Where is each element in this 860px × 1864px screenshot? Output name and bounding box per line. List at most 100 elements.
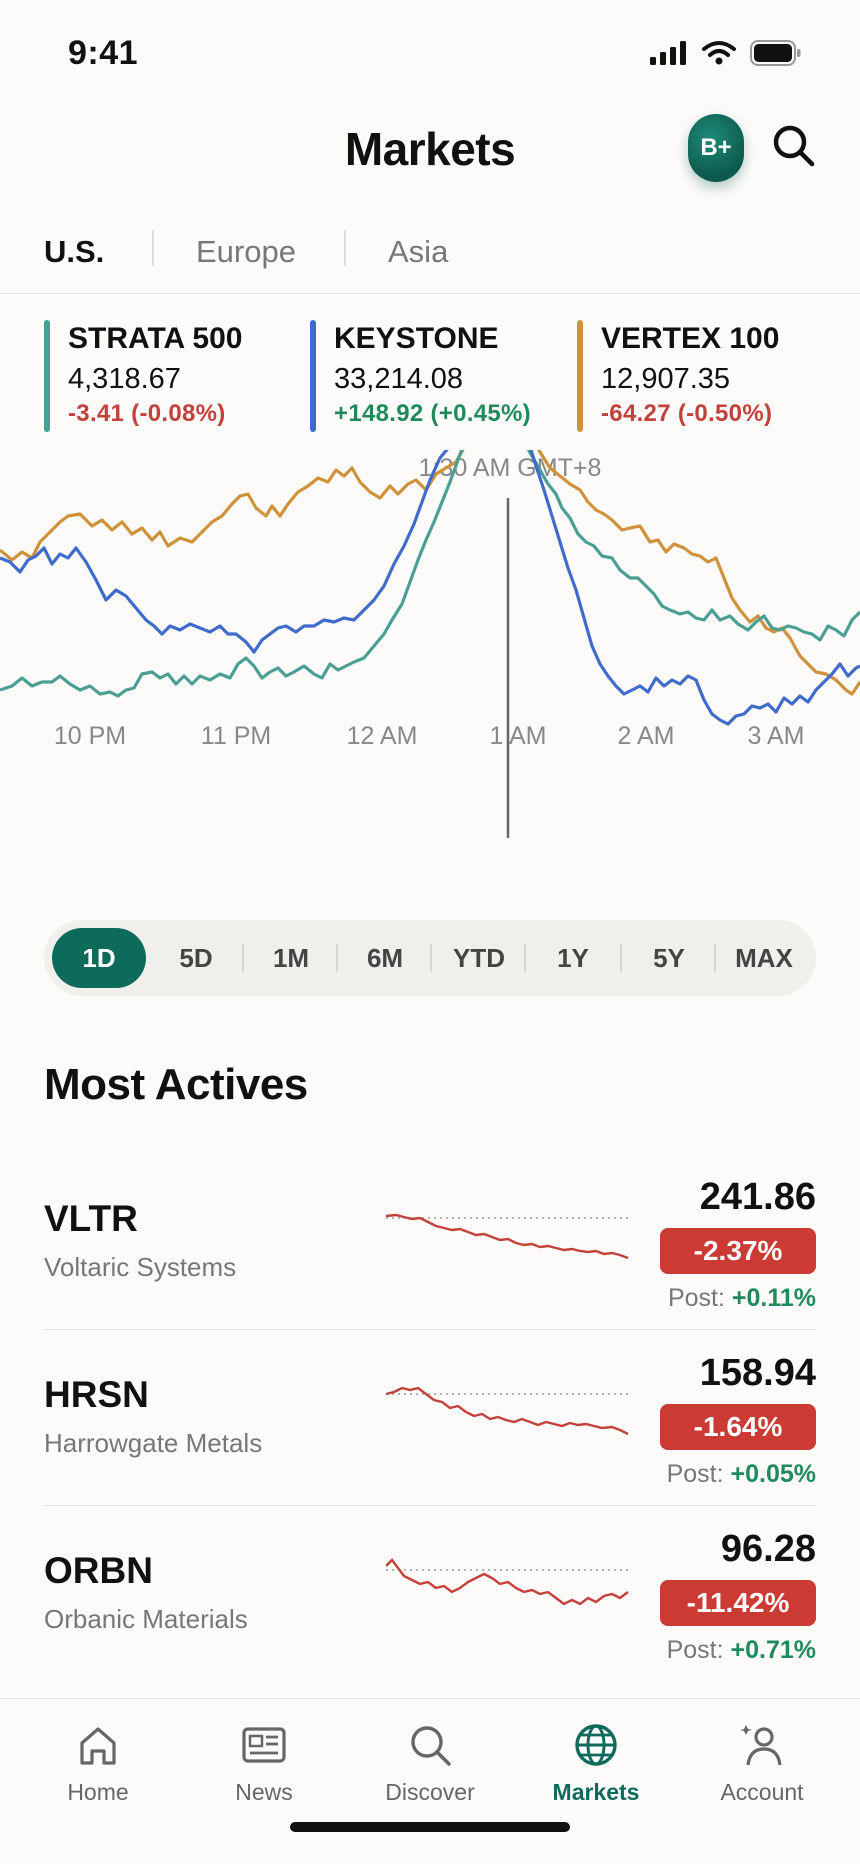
- index-change: +148.92 (+0.45%): [334, 400, 531, 427]
- time-tick-label: 10 PM: [53, 722, 127, 750]
- sparkline: [386, 1558, 629, 1606]
- index-chart[interactable]: 1:30 AM GMT+8 10 PM 11 PM 12 AM 1 AM 2 A…: [0, 450, 860, 890]
- avatar[interactable]: B+: [688, 114, 744, 182]
- sparkline: [386, 1213, 629, 1260]
- stock-ticker: VLTR: [44, 1198, 138, 1239]
- nav-label: Home: [67, 1779, 129, 1805]
- status-time: 9:41: [68, 34, 139, 72]
- nav-news[interactable]: News: [194, 1721, 334, 1806]
- stock-row[interactable]: HRSN Harrowgate Metals 158.94 -1.64% Pos…: [44, 1330, 816, 1506]
- stock-change-badge[interactable]: -2.37%: [660, 1228, 816, 1274]
- stock-price: 241.86: [699, 1176, 816, 1218]
- battery-icon: [750, 40, 801, 66]
- tab-us[interactable]: U.S.: [44, 234, 105, 269]
- time-tick-label: 2 AM: [617, 722, 675, 750]
- index-value: 4,318.67: [68, 363, 181, 395]
- nav-label: Account: [720, 1779, 804, 1805]
- stock-change-badge[interactable]: -11.42%: [660, 1580, 816, 1626]
- status-icons: [650, 40, 802, 66]
- search-icon: [773, 125, 815, 167]
- post-label: Post:: [666, 1636, 724, 1664]
- range-separator: [430, 944, 432, 972]
- post-change: +0.11%: [731, 1284, 816, 1312]
- index-name: STRATA 500: [68, 322, 243, 355]
- series-line-strata: [0, 450, 860, 698]
- stock-price: 158.94: [699, 1352, 816, 1394]
- nav-label: Discover: [385, 1779, 475, 1805]
- nav-home[interactable]: Home: [28, 1721, 168, 1806]
- stock-price: 96.28: [720, 1528, 816, 1570]
- time-tick-label: 12 AM: [346, 722, 418, 750]
- time-tick-label: 11 PM: [200, 722, 272, 750]
- post-change: +0.71%: [730, 1636, 817, 1664]
- section-title-most-actives: Most Actives: [44, 1060, 308, 1109]
- post-market: Post: +0.71%: [667, 1636, 816, 1665]
- news-icon: [242, 1727, 286, 1763]
- range-1d[interactable]: 1D: [52, 928, 146, 988]
- range-separator: [714, 944, 716, 972]
- nav-label: News: [235, 1779, 293, 1805]
- stock-company: Orbanic Materials: [44, 1604, 248, 1634]
- series-line-vertex: [0, 450, 860, 696]
- cellular-signal-icon: [650, 41, 686, 65]
- index-value: 12,907.35: [601, 363, 731, 395]
- region-tabs: U.S. Europe Asia: [0, 220, 860, 294]
- post-market: Post: +0.05%: [667, 1460, 816, 1489]
- post-label: Post:: [666, 1460, 724, 1488]
- index-change: -64.27 (-0.50%): [601, 400, 773, 427]
- home-indicator: [290, 1822, 570, 1832]
- nav-markets[interactable]: Markets: [526, 1721, 666, 1806]
- time-tick-label: 3 AM: [747, 722, 805, 750]
- globe-icon: [575, 1724, 617, 1766]
- range-separator: [242, 944, 244, 972]
- range-ytd[interactable]: YTD: [453, 942, 505, 973]
- chart-lines: [0, 450, 860, 838]
- stock-company: Voltaric Systems: [44, 1252, 237, 1282]
- search-button[interactable]: [770, 122, 818, 170]
- stock-company: Harrowgate Metals: [44, 1428, 263, 1458]
- tab-divider: [152, 230, 154, 266]
- index-card-keystone[interactable]: KEYSTONE 33,214.08 +148.92 (+0.45%): [310, 318, 531, 432]
- index-color-bar: [577, 320, 583, 432]
- index-change: -3.41 (-0.08%): [68, 400, 226, 427]
- post-label: Post:: [667, 1284, 725, 1312]
- home-icon: [80, 1727, 116, 1765]
- stock-change-badge[interactable]: -1.64%: [660, 1404, 816, 1450]
- stock-row[interactable]: ORBN Orbanic Materials 96.28 -11.42% Pos…: [44, 1506, 816, 1682]
- nav-discover[interactable]: Discover: [360, 1721, 500, 1806]
- header: Markets B+: [0, 100, 860, 196]
- range-separator: [336, 944, 338, 972]
- index-name: VERTEX 100: [601, 322, 780, 355]
- wifi-icon: [702, 41, 736, 65]
- nav-label: Markets: [552, 1779, 640, 1805]
- page-title: Markets: [344, 123, 516, 175]
- post-change: +0.05%: [730, 1460, 817, 1488]
- range-separator: [620, 944, 622, 972]
- index-name: KEYSTONE: [334, 322, 499, 355]
- index-color-bar: [44, 320, 50, 432]
- range-selector: 1D 5D 1M 6M YTD 1Y 5Y MAX: [44, 920, 816, 996]
- tab-divider: [344, 230, 346, 266]
- index-card-vertex[interactable]: VERTEX 100 12,907.35 -64.27 (-0.50%): [577, 318, 779, 432]
- range-5y[interactable]: 5Y: [653, 942, 685, 973]
- tab-asia[interactable]: Asia: [388, 234, 449, 269]
- post-market: Post: +0.11%: [668, 1284, 816, 1313]
- tab-europe[interactable]: Europe: [196, 234, 296, 269]
- index-card-strata[interactable]: STRATA 500 4,318.67 -3.41 (-0.08%): [44, 318, 242, 432]
- stock-row[interactable]: VLTR Voltaric Systems 241.86 -2.37% Post…: [44, 1154, 816, 1330]
- sparkline: [386, 1386, 629, 1436]
- nav-account[interactable]: Account: [692, 1721, 832, 1806]
- range-5d[interactable]: 5D: [179, 942, 213, 973]
- account-icon: [740, 1725, 782, 1766]
- range-1m[interactable]: 1M: [272, 942, 310, 973]
- range-max[interactable]: MAX: [735, 942, 793, 973]
- range-6m[interactable]: 6M: [366, 942, 404, 973]
- series-line-keystone: [0, 450, 860, 726]
- time-tick-label: 1 AM: [489, 722, 547, 750]
- status-bar: 9:41: [0, 0, 860, 100]
- search-icon: [411, 1726, 451, 1766]
- index-color-bar: [310, 320, 316, 432]
- range-1y[interactable]: 1Y: [557, 942, 589, 973]
- stock-ticker: HRSN: [44, 1374, 149, 1415]
- stock-ticker: ORBN: [44, 1550, 153, 1591]
